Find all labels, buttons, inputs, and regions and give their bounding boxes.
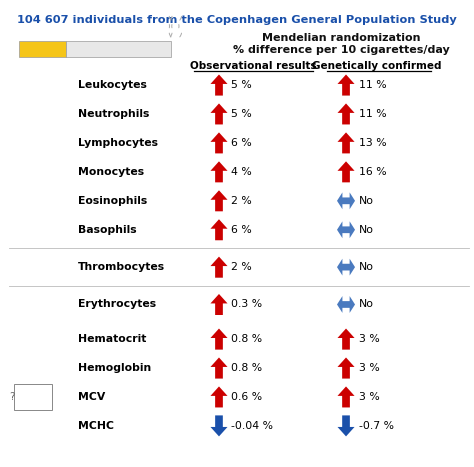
Text: 2 %: 2 %: [231, 196, 252, 206]
Polygon shape: [210, 74, 228, 96]
Text: Genetically confirmed: Genetically confirmed: [312, 61, 442, 71]
Text: 0.8 %: 0.8 %: [231, 363, 262, 373]
Text: 5 %: 5 %: [231, 109, 252, 119]
Text: No: No: [359, 299, 374, 310]
Polygon shape: [215, 171, 223, 183]
Polygon shape: [342, 84, 350, 96]
Polygon shape: [210, 191, 228, 212]
Polygon shape: [342, 367, 350, 379]
Text: 3 %: 3 %: [359, 392, 380, 402]
Polygon shape: [337, 221, 355, 238]
Polygon shape: [210, 358, 228, 379]
FancyBboxPatch shape: [19, 41, 66, 57]
Polygon shape: [215, 367, 223, 379]
Polygon shape: [337, 296, 355, 313]
Polygon shape: [215, 338, 223, 350]
Text: 2 %: 2 %: [231, 262, 252, 272]
Polygon shape: [342, 171, 350, 183]
Polygon shape: [215, 396, 223, 408]
Polygon shape: [210, 387, 228, 408]
Polygon shape: [337, 74, 355, 96]
Polygon shape: [215, 200, 223, 212]
Polygon shape: [210, 133, 228, 153]
Polygon shape: [337, 329, 355, 350]
Text: 11 %: 11 %: [359, 109, 387, 119]
Text: Hematocrit: Hematocrit: [78, 334, 146, 344]
Text: No: No: [359, 225, 374, 235]
Polygon shape: [337, 387, 355, 408]
Polygon shape: [210, 162, 228, 183]
Text: % difference per 10 cigarettes/day: % difference per 10 cigarettes/day: [233, 45, 450, 55]
Polygon shape: [337, 416, 355, 437]
Polygon shape: [337, 358, 355, 379]
Polygon shape: [342, 338, 350, 350]
Text: 3 %: 3 %: [359, 363, 380, 373]
Polygon shape: [215, 113, 223, 124]
Text: 0.6 %: 0.6 %: [231, 392, 262, 402]
Polygon shape: [337, 103, 355, 124]
Polygon shape: [337, 133, 355, 153]
Text: -0.04 %: -0.04 %: [231, 421, 273, 431]
Text: No: No: [359, 196, 374, 206]
Text: 0.3 %: 0.3 %: [231, 299, 262, 310]
Text: Mendelian randomization: Mendelian randomization: [262, 33, 420, 43]
Polygon shape: [210, 103, 228, 124]
Text: MCHC: MCHC: [78, 421, 114, 431]
Polygon shape: [215, 142, 223, 153]
Text: 13 %: 13 %: [359, 138, 387, 148]
Text: -0.7 %: -0.7 %: [359, 421, 394, 431]
Text: 104 607 individuals from the Copenhagen General Population Study: 104 607 individuals from the Copenhagen …: [17, 15, 457, 25]
Polygon shape: [215, 84, 223, 96]
Polygon shape: [210, 294, 228, 315]
Polygon shape: [342, 396, 350, 408]
Polygon shape: [210, 219, 228, 241]
Polygon shape: [215, 229, 223, 241]
Polygon shape: [337, 162, 355, 183]
Polygon shape: [337, 259, 355, 276]
Polygon shape: [337, 192, 355, 209]
Text: Thrombocytes: Thrombocytes: [78, 262, 165, 272]
Text: Observational results: Observational results: [190, 61, 317, 71]
Polygon shape: [210, 329, 228, 350]
Polygon shape: [210, 257, 228, 278]
Text: 5 %: 5 %: [231, 80, 252, 90]
Text: 0.8 %: 0.8 %: [231, 334, 262, 344]
Text: Lymphocytes: Lymphocytes: [78, 138, 158, 148]
Polygon shape: [215, 266, 223, 278]
Polygon shape: [210, 416, 228, 437]
Polygon shape: [215, 304, 223, 315]
Text: 3 %: 3 %: [359, 334, 380, 344]
Text: ?: ?: [9, 392, 15, 402]
Text: Monocytes: Monocytes: [78, 167, 145, 177]
Text: MCV: MCV: [78, 392, 105, 402]
Polygon shape: [342, 142, 350, 153]
Text: 6 %: 6 %: [231, 138, 252, 148]
Text: Eosinophils: Eosinophils: [78, 196, 147, 206]
Text: No: No: [359, 262, 374, 272]
FancyBboxPatch shape: [66, 41, 171, 57]
Polygon shape: [342, 113, 350, 124]
Text: 4 %: 4 %: [231, 167, 252, 177]
Text: Hemoglobin: Hemoglobin: [78, 363, 152, 373]
Text: 11 %: 11 %: [359, 80, 387, 90]
Text: Basophils: Basophils: [78, 225, 137, 235]
Text: 16 %: 16 %: [359, 167, 387, 177]
Text: 6 %: 6 %: [231, 225, 252, 235]
Text: Leukocytes: Leukocytes: [78, 80, 147, 90]
Text: Erythrocytes: Erythrocytes: [78, 299, 156, 310]
Text: Neutrophils: Neutrophils: [78, 109, 150, 119]
